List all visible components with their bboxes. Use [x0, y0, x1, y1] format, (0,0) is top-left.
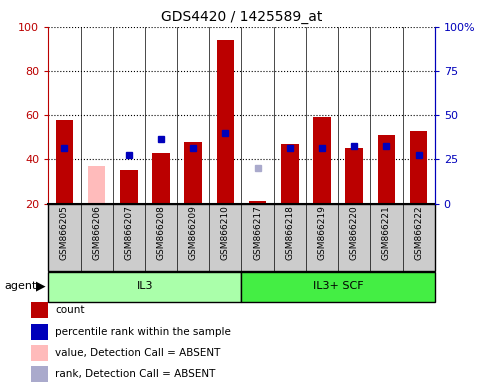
Text: GSM866222: GSM866222: [414, 205, 423, 260]
Bar: [281, 144, 298, 204]
Bar: [152, 153, 170, 204]
Text: GSM866205: GSM866205: [60, 205, 69, 260]
Text: ▶: ▶: [36, 280, 46, 293]
Bar: [185, 142, 202, 204]
Text: GSM866219: GSM866219: [317, 205, 327, 260]
Bar: [313, 118, 331, 204]
Text: GSM866221: GSM866221: [382, 205, 391, 260]
Text: GSM866206: GSM866206: [92, 205, 101, 260]
Bar: [345, 148, 363, 204]
Bar: [31, 302, 48, 318]
FancyBboxPatch shape: [48, 272, 242, 302]
Bar: [216, 40, 234, 204]
Bar: [31, 345, 48, 361]
FancyBboxPatch shape: [242, 272, 435, 302]
Text: GSM866220: GSM866220: [350, 205, 359, 260]
Text: agent: agent: [5, 281, 37, 291]
Bar: [410, 131, 427, 204]
Bar: [120, 170, 138, 204]
Text: IL3+ SCF: IL3+ SCF: [313, 281, 363, 291]
Text: rank, Detection Call = ABSENT: rank, Detection Call = ABSENT: [56, 369, 216, 379]
Text: GSM866208: GSM866208: [156, 205, 166, 260]
Text: IL3: IL3: [137, 281, 153, 291]
Bar: [88, 166, 105, 204]
Text: GSM866207: GSM866207: [124, 205, 133, 260]
Bar: [31, 366, 48, 382]
Text: value, Detection Call = ABSENT: value, Detection Call = ABSENT: [56, 348, 221, 358]
Title: GDS4420 / 1425589_at: GDS4420 / 1425589_at: [161, 10, 322, 25]
Bar: [31, 323, 48, 339]
Text: GSM866218: GSM866218: [285, 205, 294, 260]
Bar: [56, 120, 73, 204]
Text: GSM866209: GSM866209: [189, 205, 198, 260]
Bar: [249, 201, 267, 204]
Bar: [378, 135, 395, 204]
Text: GSM866210: GSM866210: [221, 205, 230, 260]
Text: GSM866217: GSM866217: [253, 205, 262, 260]
Text: percentile rank within the sample: percentile rank within the sample: [56, 326, 231, 337]
Text: count: count: [56, 305, 85, 315]
